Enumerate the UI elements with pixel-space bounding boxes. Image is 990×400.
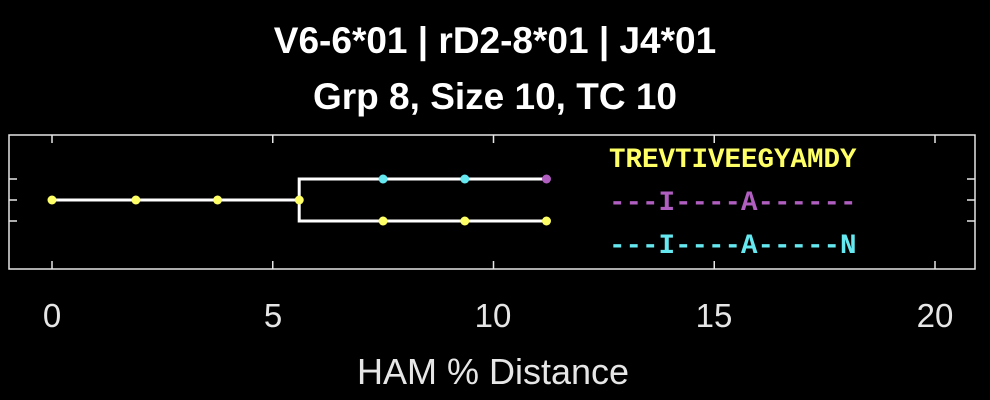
plot-frame (8, 134, 976, 270)
x-tick-label: 5 (264, 297, 282, 334)
branch-upper (297, 177, 547, 200)
x-tick-label: 15 (696, 297, 733, 334)
branch-lower (297, 200, 547, 223)
chart-title-line-2: Grp 8, Size 10, TC 10 (313, 76, 677, 117)
tree-node (131, 195, 141, 205)
tree-node (460, 216, 470, 226)
sequence-label: ---I----A------ (609, 188, 857, 219)
x-axis-label: HAM % Distance (357, 351, 629, 392)
x-axis-ticks (9, 135, 975, 269)
tree-node (541, 216, 551, 226)
x-tick-label: 10 (475, 297, 512, 334)
tree-node (460, 174, 470, 184)
tree-node (294, 195, 304, 205)
tree-node (541, 174, 551, 184)
tree-node (378, 174, 388, 184)
tree-node (47, 195, 57, 205)
tree-node (213, 195, 223, 205)
sequence-label: TREVTIVEEGYAMDY (609, 145, 857, 176)
chart-title-line-1: V6-6*01 | rD2-8*01 | J4*01 (274, 20, 716, 62)
x-tick-label: 0 (43, 297, 61, 334)
tree-nodes (47, 174, 551, 226)
sequence-label: ---I----A-----N (609, 231, 857, 262)
tree-node (378, 216, 388, 226)
x-tick-label: 20 (917, 297, 954, 334)
